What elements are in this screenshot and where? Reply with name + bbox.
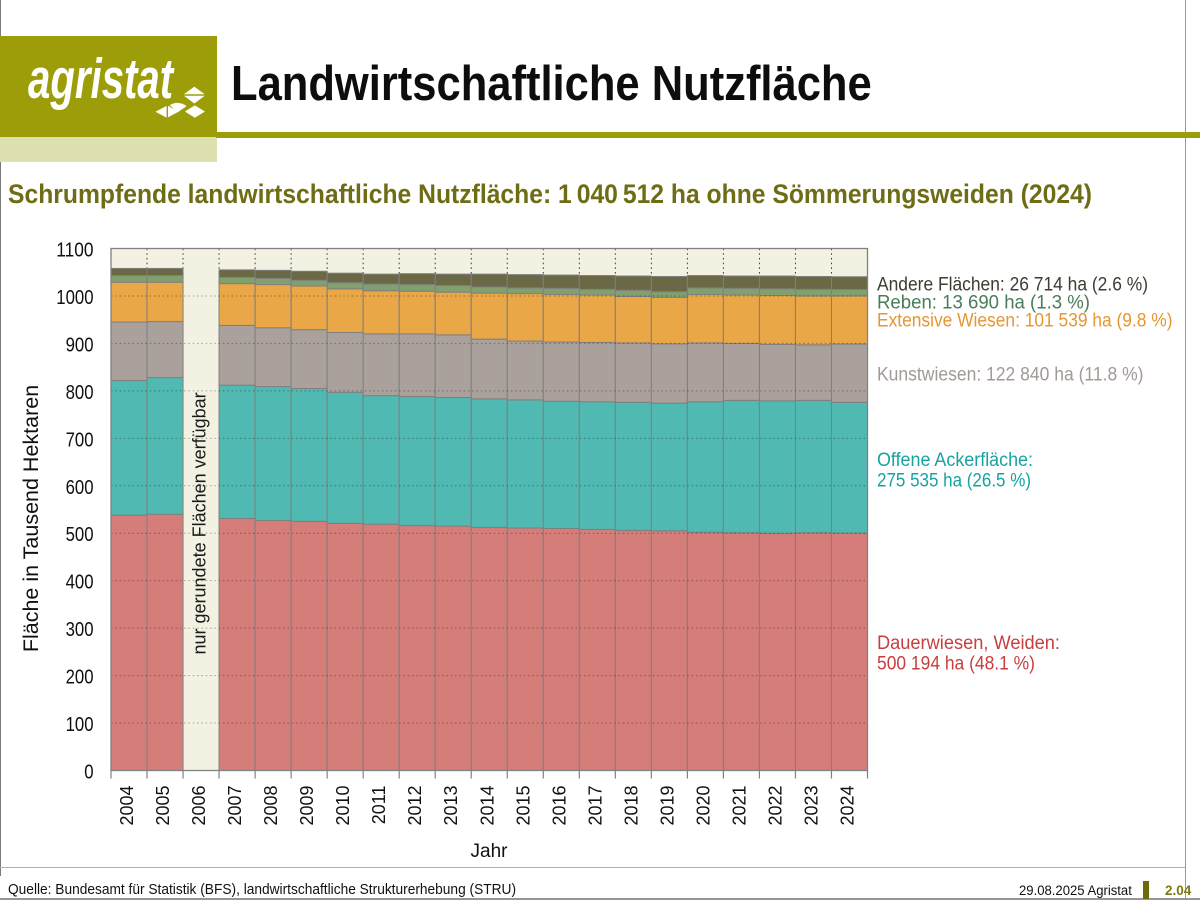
svg-text:800: 800	[66, 382, 94, 404]
svg-text:2020: 2020	[693, 786, 713, 826]
svg-text:2011: 2011	[369, 786, 389, 825]
svg-text:2019: 2019	[657, 786, 677, 826]
svg-text:2017: 2017	[585, 786, 605, 826]
svg-text:2013: 2013	[441, 786, 461, 826]
svg-text:2018: 2018	[621, 786, 641, 826]
svg-text:2006: 2006	[189, 786, 209, 826]
svg-text:2005: 2005	[153, 786, 173, 826]
svg-text:2014: 2014	[477, 786, 497, 826]
svg-text:500 194 ha (48.1 %): 500 194 ha (48.1 %)	[877, 654, 1035, 675]
svg-text:900: 900	[66, 334, 94, 356]
svg-text:nur gerundete Flächen verfügba: nur gerundete Flächen verfügbar	[190, 392, 210, 654]
svg-text:2008: 2008	[261, 786, 281, 826]
svg-text:500: 500	[66, 524, 94, 546]
svg-text:2012: 2012	[405, 786, 425, 826]
svg-text:275 535 ha (26.5 %): 275 535 ha (26.5 %)	[877, 471, 1031, 492]
svg-text:0: 0	[84, 762, 93, 784]
svg-text:2024: 2024	[837, 786, 857, 826]
svg-text:Andere Flächen: 26 714 ha (2.6: Andere Flächen: 26 714 ha (2.6 %)	[877, 275, 1148, 296]
svg-text:Dauerwiesen, Weiden:: Dauerwiesen, Weiden:	[877, 633, 1060, 654]
svg-text:2007: 2007	[225, 786, 245, 826]
svg-text:2016: 2016	[549, 786, 569, 826]
svg-text:400: 400	[66, 572, 94, 594]
svg-text:600: 600	[66, 477, 94, 499]
svg-text:700: 700	[66, 429, 94, 451]
svg-text:1100: 1100	[56, 240, 93, 262]
svg-text:Reben: 13 690 ha (1.3 %): Reben: 13 690 ha (1.3 %)	[877, 293, 1090, 314]
svg-text:200: 200	[66, 667, 94, 689]
svg-text:2004: 2004	[117, 786, 137, 826]
svg-text:300: 300	[66, 619, 94, 641]
svg-text:2015: 2015	[513, 786, 533, 826]
svg-text:2022: 2022	[765, 786, 785, 826]
svg-text:Extensive Wiesen: 101 539 ha (: Extensive Wiesen: 101 539 ha (9.8 %)	[877, 311, 1173, 332]
svg-text:Fläche in Tausend Hektaren: Fläche in Tausend Hektaren	[19, 385, 43, 652]
svg-text:Jahr: Jahr	[471, 841, 509, 862]
svg-text:1000: 1000	[56, 287, 93, 309]
svg-text:2009: 2009	[297, 786, 317, 826]
svg-text:100: 100	[66, 714, 94, 736]
svg-text:Offene Ackerfläche:: Offene Ackerfläche:	[877, 450, 1033, 471]
svg-text:Kunstwiesen: 122 840 ha (11.8: Kunstwiesen: 122 840 ha (11.8 %)	[877, 365, 1144, 386]
svg-text:2021: 2021	[729, 786, 749, 826]
svg-text:2010: 2010	[333, 786, 353, 826]
svg-text:2023: 2023	[801, 786, 821, 826]
